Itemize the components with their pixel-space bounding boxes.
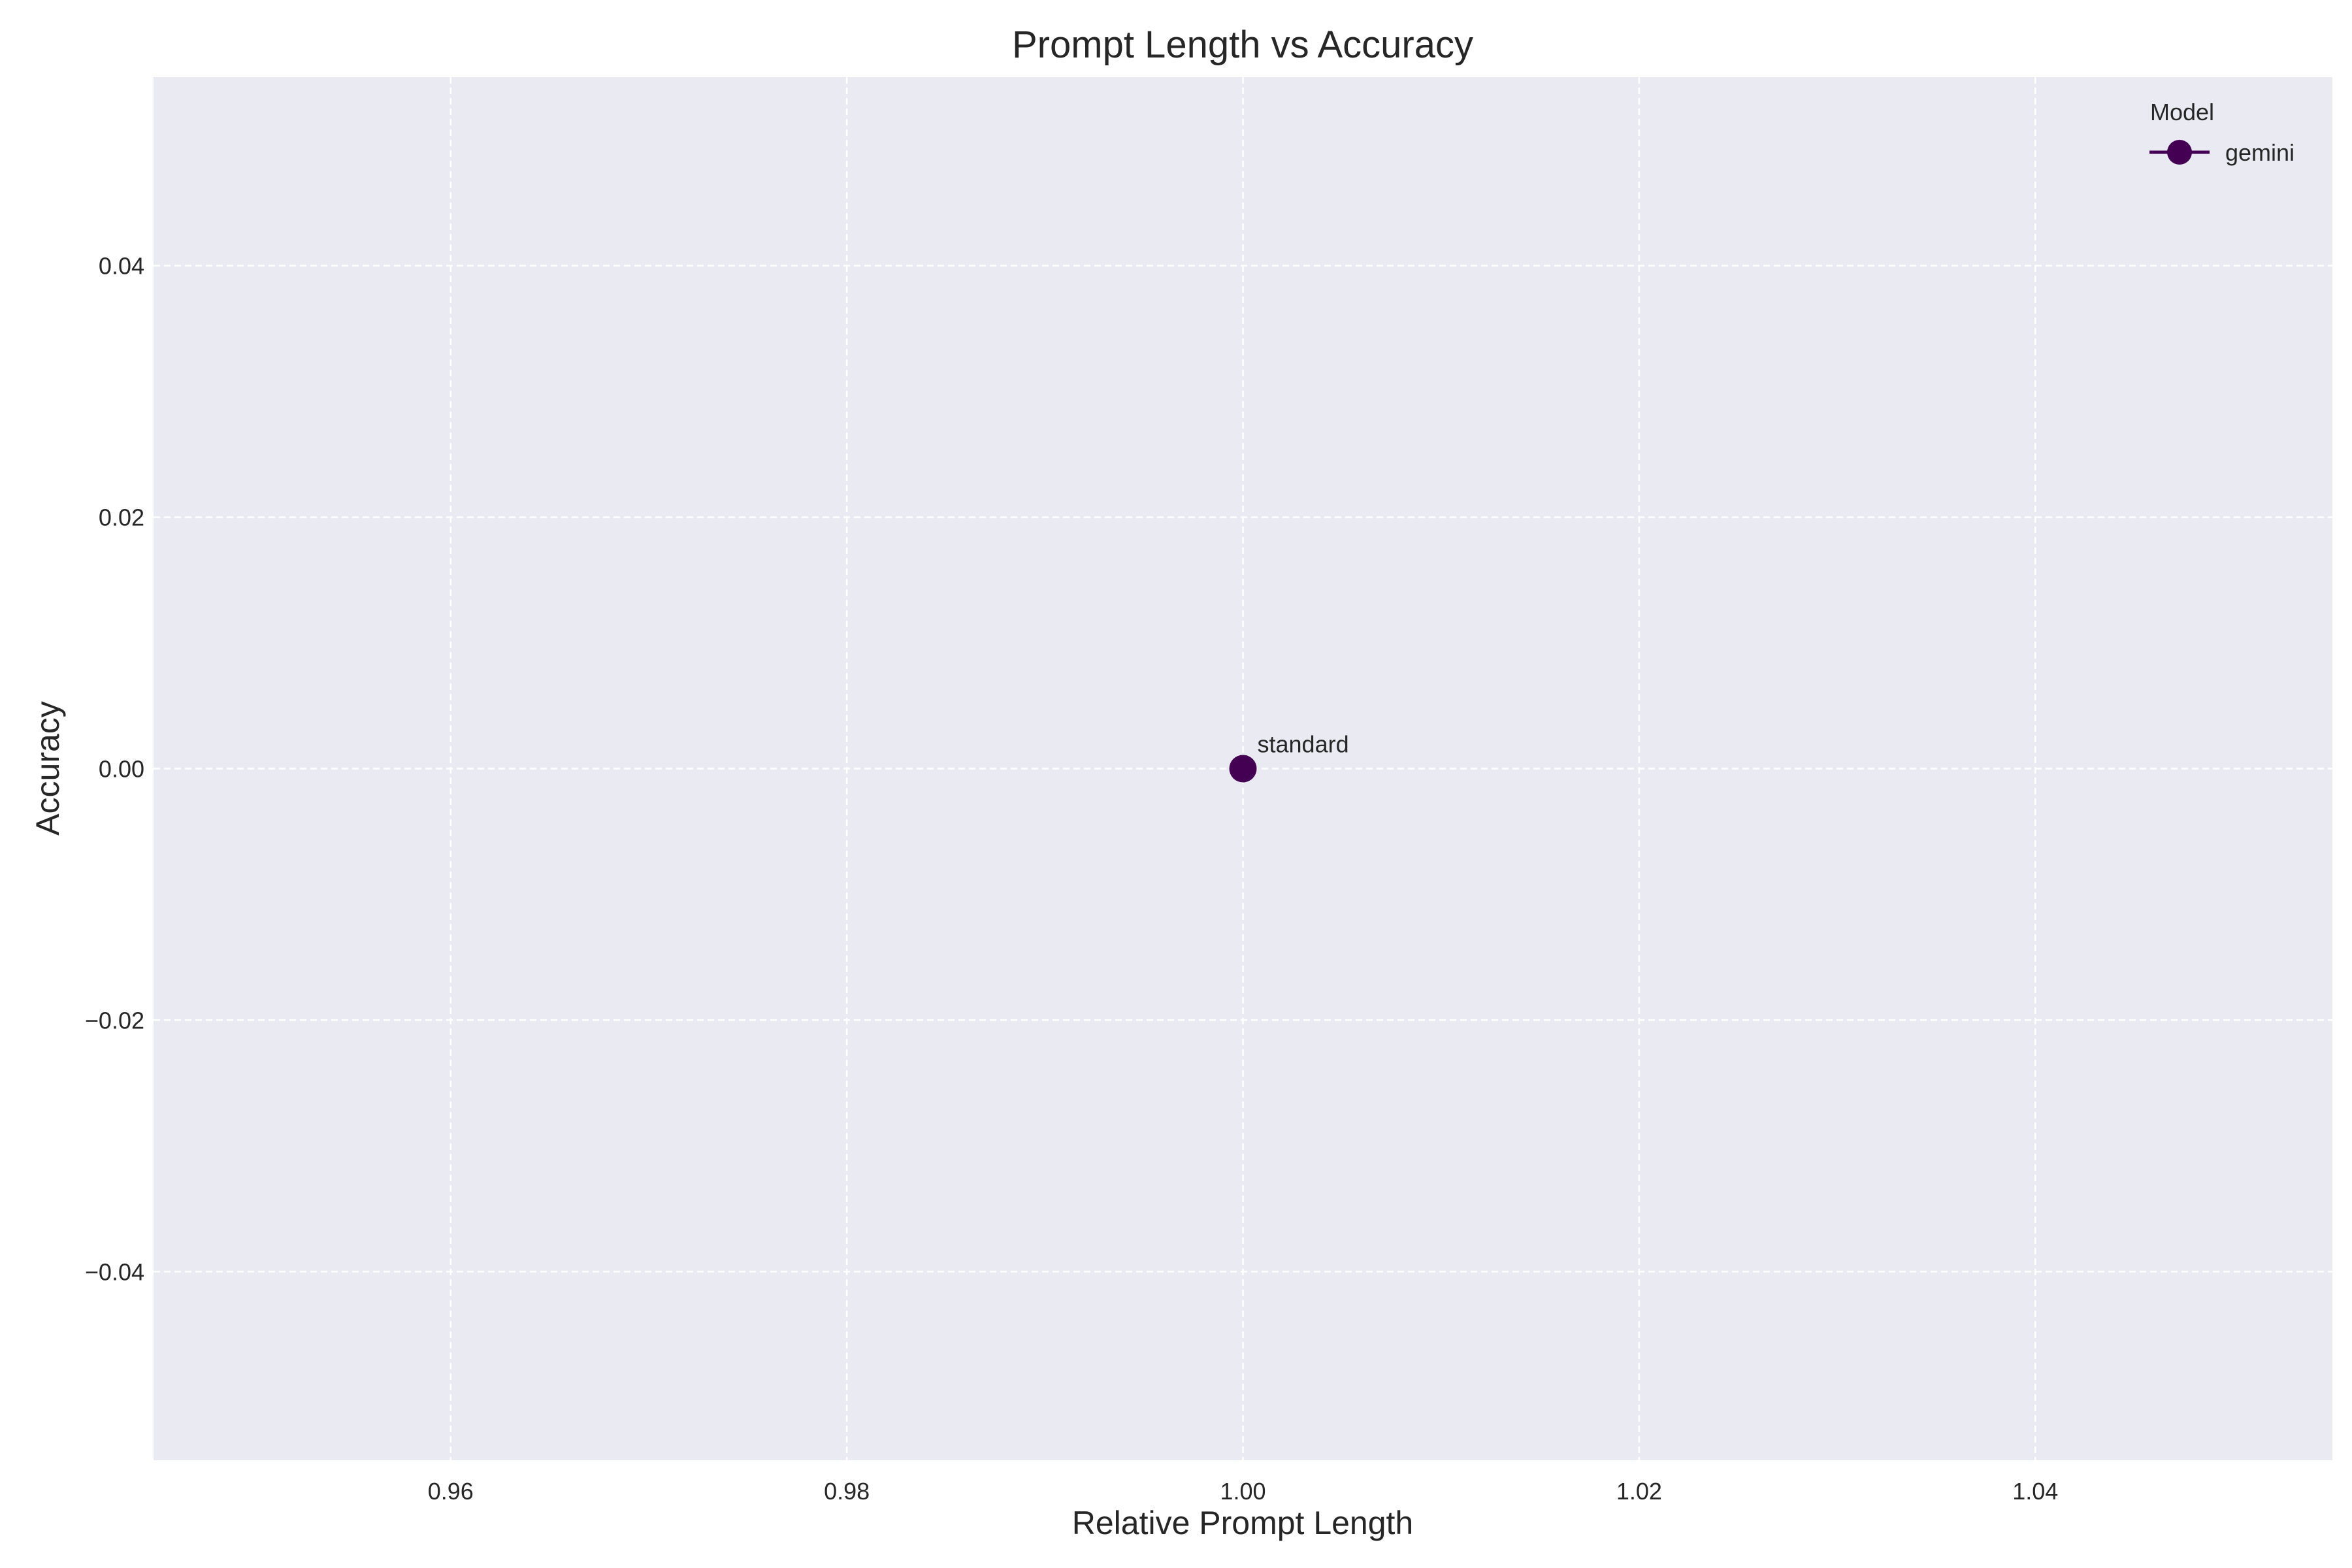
data-points: standard	[1229, 731, 1349, 783]
data-point	[1229, 755, 1257, 783]
x-tick-label: 0.96	[428, 1478, 474, 1505]
y-axis-ticks: −0.04 −0.02 0.00 0.02 0.04	[85, 253, 144, 1286]
y-tick-label: 0.02	[99, 504, 144, 531]
y-tick-label: 0.04	[99, 253, 144, 280]
y-tick-label: −0.02	[85, 1007, 144, 1034]
point-annotation: standard	[1258, 731, 1349, 758]
x-tick-label: 1.04	[2012, 1478, 2058, 1505]
x-tick-label: 0.98	[824, 1478, 870, 1505]
x-tick-label: 1.02	[1616, 1478, 1662, 1505]
x-axis-label: Relative Prompt Length	[1072, 1505, 1414, 1541]
y-tick-label: 0.00	[99, 756, 144, 783]
x-tick-label: 1.00	[1220, 1478, 1266, 1505]
legend-entry-label: gemini	[2225, 139, 2295, 166]
chart-title: Prompt Length vs Accuracy	[1012, 24, 1473, 66]
x-axis-ticks: 0.96 0.98 1.00 1.02 1.04	[428, 1478, 2059, 1505]
legend-marker	[2167, 140, 2192, 165]
y-tick-label: −0.04	[85, 1258, 144, 1285]
legend: Model gemini	[2149, 99, 2295, 166]
legend-title: Model	[2150, 99, 2214, 125]
y-axis-label: Accuracy	[29, 701, 66, 836]
